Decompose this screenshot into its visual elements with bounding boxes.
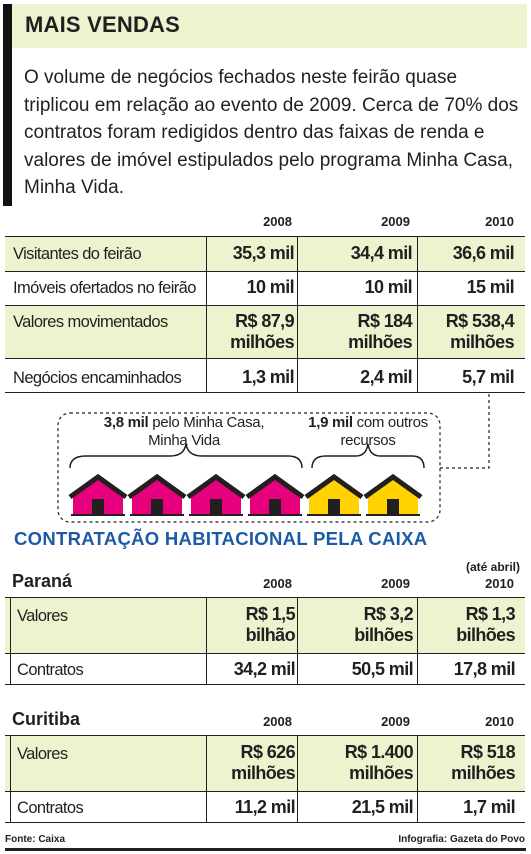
- table-row: [5, 237, 525, 271]
- table-row: [5, 598, 525, 653]
- source-note: Fonte: Caixa: [5, 834, 66, 845]
- intro-text: O volume de negócios fechados neste feir…: [24, 67, 519, 198]
- cell-imoveis-2009: 10 mil: [364, 277, 413, 297]
- column-separator: [297, 736, 298, 822]
- column-separator: [206, 736, 207, 822]
- divider: [5, 822, 525, 823]
- house-mcmv-icon: [245, 473, 305, 516]
- parana-label-valores: Valores: [17, 607, 68, 625]
- cell-negocios-2010: 5,7 mil: [462, 367, 514, 387]
- col-header-2008: 2008: [263, 214, 292, 229]
- divider: [5, 392, 525, 393]
- house-mcmv-icon: [127, 473, 187, 516]
- parana-valores-2010: R$ 1,3 bilhões: [456, 604, 515, 645]
- region-curitiba: Curitiba: [12, 709, 81, 729]
- column-separator: [297, 598, 298, 684]
- region-parana: Paraná: [12, 571, 73, 591]
- parana-contratos-2010: 17,8 mil: [453, 659, 516, 679]
- table-row: [5, 306, 525, 358]
- other-text: com outros recursos: [340, 414, 428, 449]
- house-other-icon: [363, 473, 423, 516]
- cell-negocios-2008: 1,3 mil: [242, 367, 294, 387]
- cell-negocios-2009: 2,4 mil: [360, 367, 412, 387]
- col-header-2010: 2010: [485, 214, 514, 229]
- houses-callout: [57, 392, 490, 523]
- parana-contratos-2008: 34,2 mil: [233, 659, 296, 679]
- parana-valores-2008: R$ 1,5 bilhão: [245, 604, 296, 645]
- intro-accent-bar: [3, 48, 12, 206]
- title-accent-bar: [3, 4, 12, 48]
- cell-imoveis-2010: 15 mil: [466, 277, 515, 297]
- cell-valores-2009: R$ 184 milhões: [348, 311, 412, 352]
- curitiba-col-2008: 2008: [263, 714, 292, 729]
- divider: [5, 597, 525, 598]
- divider: [5, 653, 525, 654]
- column-separator: [417, 598, 418, 684]
- row-label-negocios: Negócios encaminhados: [13, 369, 182, 387]
- parana-col-2009: 2009: [381, 576, 410, 591]
- column-separator: [10, 598, 11, 684]
- mcmv-text: pelo Minha Casa, Minha Vida: [148, 414, 265, 449]
- curitiba-valores-2009: R$ 1.400 milhões: [344, 742, 414, 783]
- cell-valores-2008: R$ 87,9 milhões: [230, 311, 294, 352]
- curitiba-contratos-2010: 1,7 mil: [463, 797, 515, 817]
- bottom-rule: [5, 848, 526, 851]
- other-count: 1,9 mil: [308, 414, 353, 431]
- house-mcmv-icon: [186, 473, 246, 516]
- curitiba-col-2009: 2009: [381, 714, 410, 729]
- column-separator: [10, 736, 11, 822]
- divider: [5, 271, 525, 272]
- divider: [5, 684, 525, 685]
- page-title: MAIS VENDAS: [25, 12, 180, 37]
- title-bar: MAIS VENDAS: [3, 4, 527, 48]
- cell-imoveis-2008: 10 mil: [246, 277, 295, 297]
- credit-note: Infografia: Gazeta do Povo: [398, 834, 525, 845]
- row-label-imoveis: Imóveis ofertados no feirão: [13, 279, 196, 297]
- divider: [5, 358, 525, 359]
- divider: [5, 735, 525, 736]
- cell-valores-2010: R$ 538,4 milhões: [445, 311, 515, 352]
- cell-visitantes-2009: 34,4 mil: [350, 243, 413, 263]
- house-mcmv-icon: [68, 473, 128, 516]
- mcmv-note: 3,8 mil pelo Minha Casa, Minha Vida: [96, 414, 272, 450]
- curitiba-contratos-2009: 21,5 mil: [351, 797, 414, 817]
- house-other-icon: [304, 473, 364, 516]
- divider: [5, 791, 525, 792]
- divider: [5, 236, 525, 237]
- cell-visitantes-2008: 35,3 mil: [232, 243, 295, 263]
- curitiba-contratos-2008: 11,2 mil: [234, 797, 296, 817]
- curitiba-valores-2008: R$ 626 milhões: [231, 742, 295, 783]
- period-note: (até abril): [465, 560, 520, 574]
- column-separator: [206, 598, 207, 684]
- mcmv-count: 3,8 mil: [103, 414, 149, 431]
- column-separator: [417, 237, 418, 392]
- col-header-2009: 2009: [381, 214, 410, 229]
- row-label-visitantes: Visitantes do feirão: [13, 245, 142, 263]
- parana-col-2008: 2008: [263, 576, 292, 591]
- row-label-valores: Valores movimentados: [13, 313, 168, 331]
- cell-visitantes-2010: 36,6 mil: [452, 243, 515, 263]
- curitiba-label-valores: Valores: [17, 745, 68, 763]
- column-separator: [297, 237, 298, 392]
- table-row: [5, 736, 525, 791]
- column-separator: [417, 736, 418, 822]
- other-note: 1,9 mil com outros recursos: [308, 414, 428, 450]
- parana-valores-2009: R$ 3,2 bilhões: [354, 604, 413, 645]
- parana-contratos-2009: 50,5 mil: [351, 659, 414, 679]
- divider: [5, 305, 525, 306]
- section-title: CONTRATAÇÃO HABITACIONAL PELA CAIXA: [14, 528, 428, 549]
- curitiba-label-contratos: Contratos: [17, 799, 84, 817]
- curitiba-valores-2010: R$ 518 milhões: [451, 742, 515, 783]
- parana-label-contratos: Contratos: [17, 661, 84, 679]
- curitiba-col-2010: 2010: [485, 714, 514, 729]
- parana-col-2010: 2010: [485, 576, 514, 591]
- column-separator: [206, 237, 207, 392]
